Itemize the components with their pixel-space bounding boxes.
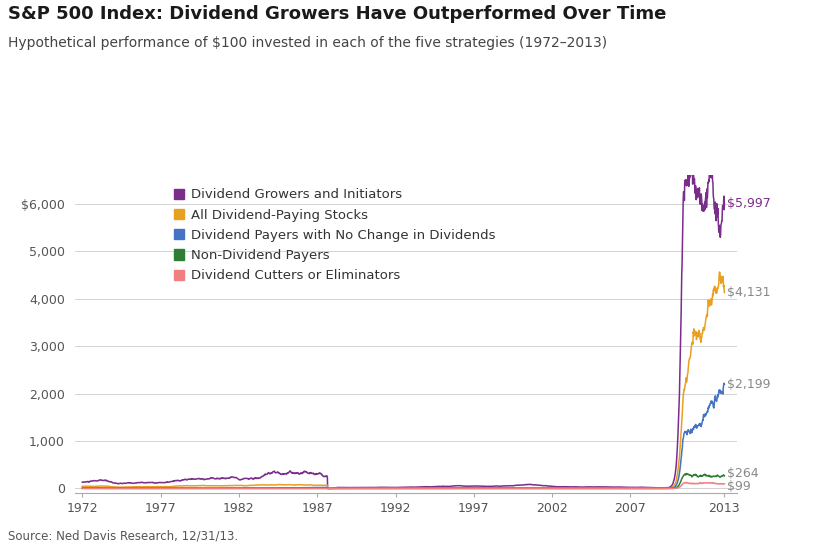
Legend: Dividend Growers and Initiators, All Dividend-Paying Stocks, Dividend Payers wit: Dividend Growers and Initiators, All Div… — [174, 189, 495, 282]
Text: S&P 500 Index: Dividend Growers Have Outperformed Over Time: S&P 500 Index: Dividend Growers Have Out… — [8, 5, 666, 24]
Text: $5,997: $5,997 — [726, 197, 770, 210]
Text: Source: Ned Davis Research, 12/31/13.: Source: Ned Davis Research, 12/31/13. — [8, 529, 238, 543]
Text: Hypothetical performance of $100 invested in each of the five strategies (1972–2: Hypothetical performance of $100 investe… — [8, 36, 607, 50]
Text: $2,199: $2,199 — [726, 378, 769, 391]
Text: $99: $99 — [726, 480, 749, 493]
Text: $4,131: $4,131 — [726, 286, 769, 299]
Text: $264: $264 — [726, 466, 758, 480]
